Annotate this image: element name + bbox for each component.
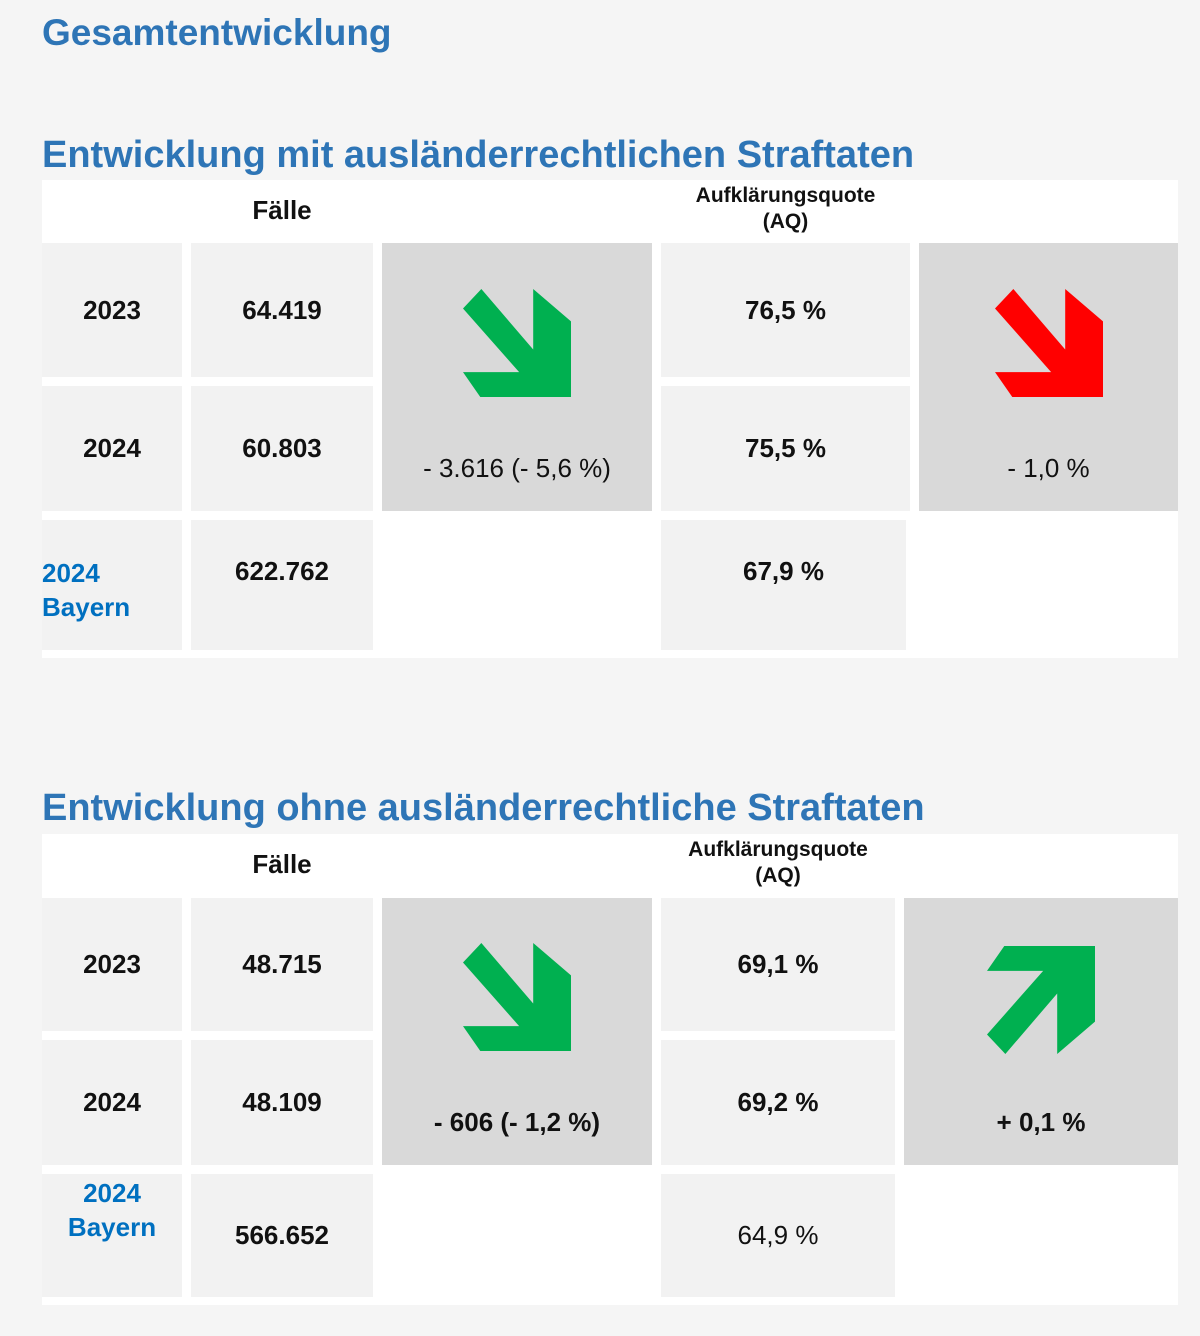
section-heading: Entwicklung ohne ausländerrechtliche Str…: [42, 787, 925, 829]
aq-cell: 75,5 %: [661, 386, 910, 511]
cases-cell: 48.715: [191, 898, 373, 1031]
bayern-aq-cell: 64,9 %: [661, 1174, 895, 1297]
arrow-down-right-red-icon: [994, 289, 1103, 397]
arrow-up-right-green-icon: [987, 946, 1095, 1054]
aq-header: Aufklärungsquote (AQ): [661, 183, 910, 235]
aq-change-value: - 1,0 %: [1007, 453, 1090, 483]
bayern-label: Bayern: [67, 1212, 157, 1242]
year-cell: 2024: [42, 1040, 182, 1165]
bayern-year-cell: 2024 Bayern: [42, 1174, 182, 1297]
aq-header: Aufklärungsquote (AQ): [661, 837, 895, 889]
aq-change-cell: - 1,0 %: [919, 243, 1178, 511]
bayern-year: 2024: [83, 1178, 141, 1208]
aq-cell: 69,1 %: [661, 898, 895, 1031]
cases-change-value: - 3.616 (- 5,6 %): [423, 453, 611, 483]
aq-header-line2: (AQ): [762, 210, 809, 233]
aq-header-line2: (AQ): [755, 864, 801, 887]
section-heading: Entwicklung mit ausländerrechtlichen Str…: [42, 134, 915, 176]
aq-change-value: + 0,1 %: [996, 1107, 1086, 1137]
cases-cell: 48.109: [191, 1040, 373, 1165]
aq-header-line1: Aufklärungsquote: [688, 838, 868, 861]
arrow-down-right-green-icon: [463, 289, 571, 397]
cases-cell: 60.803: [191, 386, 373, 511]
bayern-aq-cell: 67,9 %: [661, 520, 906, 650]
bayern-year: 2024: [42, 558, 100, 588]
cases-cell: 64.419: [191, 243, 373, 377]
year-cell: 2023: [42, 898, 182, 1031]
bayern-year-cell: 2024 Bayern: [42, 520, 182, 650]
aq-cell: 69,2 %: [661, 1040, 895, 1165]
cases-header: Fälle: [252, 195, 312, 225]
bayern-cases-cell: 622.762: [191, 520, 373, 650]
cases-change-cell: - 606 (- 1,2 %): [382, 898, 652, 1165]
bayern-cases-cell: 566.652: [191, 1174, 373, 1297]
cases-change-value: - 606 (- 1,2 %): [433, 1107, 601, 1137]
cases-change-cell: - 3.616 (- 5,6 %): [382, 243, 652, 511]
cases-header: Fälle: [252, 849, 312, 879]
aq-header-line1: Aufklärungsquote: [695, 184, 876, 207]
aq-cell: 76,5 %: [661, 243, 910, 377]
year-cell: 2024: [42, 386, 182, 511]
year-cell: 2023: [42, 243, 182, 377]
arrow-down-right-green-icon: [463, 943, 571, 1051]
aq-change-cell: + 0,1 %: [904, 898, 1178, 1165]
bayern-label: Bayern: [42, 592, 131, 622]
page-title: Gesamtentwicklung: [42, 12, 392, 53]
